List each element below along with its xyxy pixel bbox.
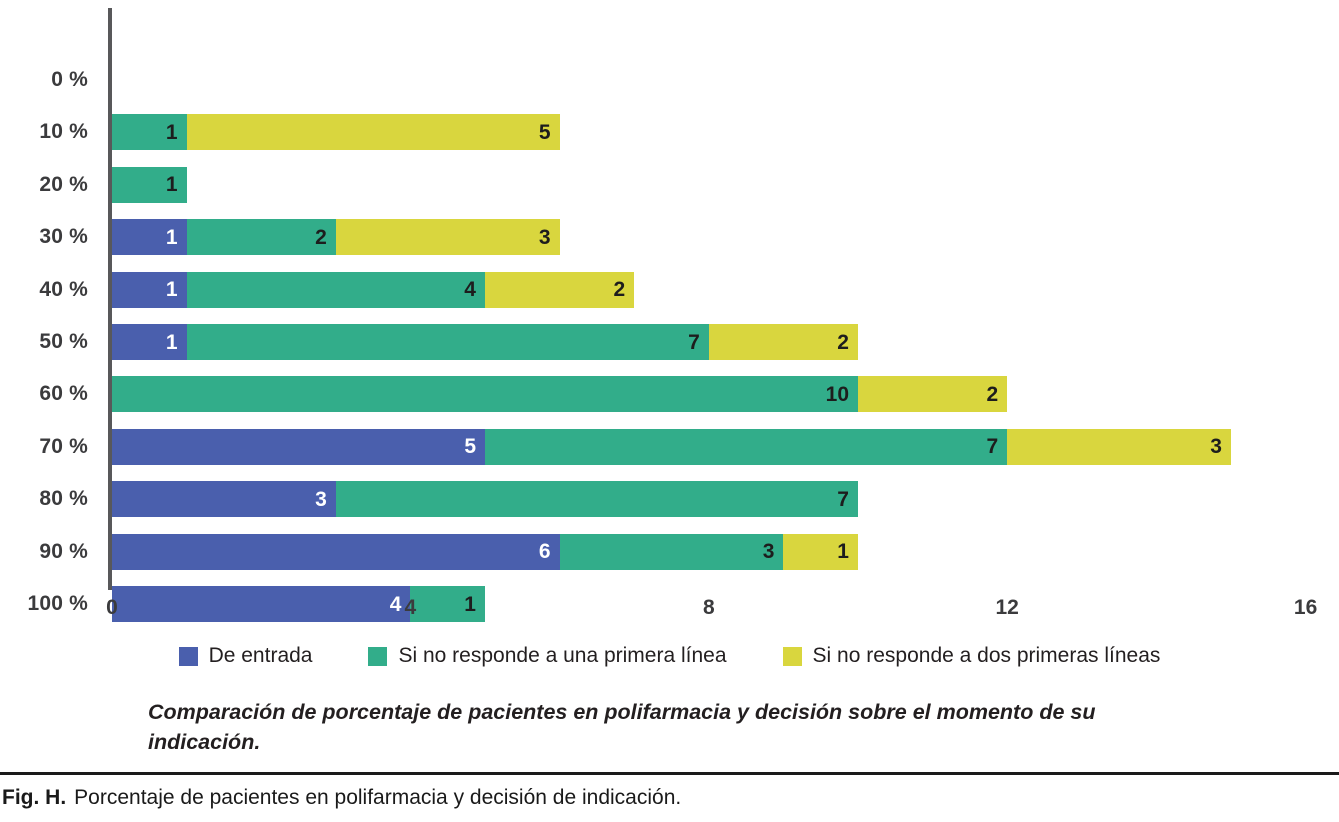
bar-segment: 5 (186, 114, 560, 151)
figure-caption: Fig. H. Porcentaje de pacientes en polifa… (2, 786, 681, 810)
bar-segment: 1 (410, 586, 485, 622)
y-axis-tick-label: 0 % (51, 68, 88, 91)
bar-row: 1 (112, 166, 187, 203)
legend-swatch-icon (178, 646, 198, 666)
bar-value-label: 1 (165, 225, 178, 249)
chart-legend: De entrada Si no responde a una primera l… (0, 644, 1339, 668)
legend-swatch-icon (368, 646, 388, 666)
legend-label: Si no responde a dos primeras líneas (812, 644, 1161, 667)
bar-segment: 1 (783, 533, 858, 570)
bar-value-label: 4 (464, 278, 476, 302)
x-axis-tick-label: 0 (106, 596, 118, 619)
bar-segment: 2 (708, 324, 858, 360)
bar-row: 6 3 1 (112, 533, 858, 570)
legend-label: De entrada (208, 644, 313, 667)
bar-value-label: 2 (986, 382, 999, 406)
bar-row: 1 2 3 (112, 219, 560, 256)
bar-segment: 7 (485, 428, 1008, 465)
bar-segment: 2 (858, 376, 1008, 413)
bar-value-label: 2 (613, 278, 626, 302)
bar-value-label: 3 (1210, 435, 1222, 459)
bar-value-label: 1 (165, 173, 178, 197)
y-axis-tick-label: 40 % (39, 277, 88, 301)
bar-segment: 3 (335, 219, 560, 256)
y-axis-tick-label: 80 % (39, 487, 88, 511)
bar-value-label: 7 (688, 330, 700, 354)
x-axis-tick-label: 16 (1293, 596, 1318, 619)
bar-segment: 3 (559, 533, 784, 570)
bar-segment: 3 (1007, 428, 1231, 465)
figure-panel: 0 % 10 % 20 % 30 % 40 % 50 % 60 % 70 % 80 % 90 % 1… (0, 8, 1339, 754)
legend-item: De entrada (178, 644, 313, 668)
bar-value-label: 1 (165, 120, 178, 144)
bar-segment: 2 (186, 219, 336, 256)
bar-value-label: 10 (825, 382, 849, 406)
bar-value-label: 1 (165, 330, 178, 354)
figure-caption-text: Porcentaje de pacientes en polifarmacia … (74, 786, 682, 809)
legend-swatch-icon (782, 646, 802, 666)
legend-label: Si no responde a una primera línea (398, 644, 727, 667)
bar-segment: 1 (112, 271, 187, 308)
bar-row: 10 2 (112, 376, 1008, 413)
y-axis-tick-label: 60 % (39, 382, 88, 406)
y-axis-tick-label: 10 % (39, 120, 88, 144)
bar-row: 1 4 2 (112, 271, 635, 308)
legend-item: Si no responde a dos primeras líneas (782, 644, 1161, 668)
bar-value-label: 5 (538, 120, 551, 144)
bar-segment: 7 (186, 324, 709, 360)
bar-segment: 4 (186, 271, 485, 308)
y-axis-tick-label: 90 % (39, 539, 88, 563)
bar-value-label: 1 (165, 278, 178, 302)
bar-value-label: 3 (762, 540, 775, 564)
bar-value-label: 5 (464, 435, 476, 459)
bar-segment: 1 (112, 324, 187, 360)
bar-value-label: 1 (464, 592, 476, 616)
bar-row: 1 7 2 (112, 324, 858, 360)
stacked-bar-chart: 0 % 10 % 20 % 30 % 40 % 50 % 60 % 70 % 80 % 90 % 1… (27, 8, 1317, 622)
bar-value-label: 6 (538, 540, 551, 564)
inner-figure-caption: Comparación de porcentaje de pacientes e… (148, 700, 1096, 754)
x-axis-tick-label: 8 (702, 596, 715, 619)
y-axis-tick-label: 70 % (39, 434, 88, 458)
y-axis-tick-label: 20 % (39, 172, 88, 196)
bar-value-label: 2 (315, 225, 327, 249)
bar-segment: 10 (112, 376, 858, 413)
bar-value-label: 7 (837, 487, 849, 511)
y-axis-tick-label: 100 % (27, 592, 88, 615)
bar-segment: 6 (112, 533, 560, 570)
bar-row: 5 7 3 (112, 428, 1231, 465)
bar-segment: 2 (484, 271, 635, 308)
bar-segment: 4 (112, 586, 411, 622)
bar-segment: 7 (335, 481, 858, 518)
bar-segment: 1 (112, 166, 187, 203)
legend-item: Si no responde a una primera línea (368, 644, 727, 668)
y-axis-line (108, 8, 112, 590)
figure-number-label: Fig. H. (2, 786, 67, 809)
bar-value-label: 4 (389, 592, 402, 616)
bar-value-label: 7 (986, 435, 999, 459)
bar-segment: 5 (112, 428, 485, 465)
x-axis-tick-label: 12 (995, 596, 1019, 619)
bar-value-label: 3 (315, 487, 327, 511)
caption-divider (0, 772, 1339, 775)
y-axis-tick-label: 50 % (39, 330, 88, 353)
bar-segment: 3 (112, 481, 336, 518)
y-axis-tick-label: 30 % (39, 225, 88, 249)
bar-value-label: 1 (837, 540, 849, 564)
bar-value-label: 2 (837, 330, 849, 354)
x-axis-tick-label: 4 (404, 596, 417, 619)
bar-segment: 1 (112, 219, 187, 256)
bar-segment: 1 (112, 114, 187, 151)
bar-value-label: 3 (538, 225, 551, 249)
